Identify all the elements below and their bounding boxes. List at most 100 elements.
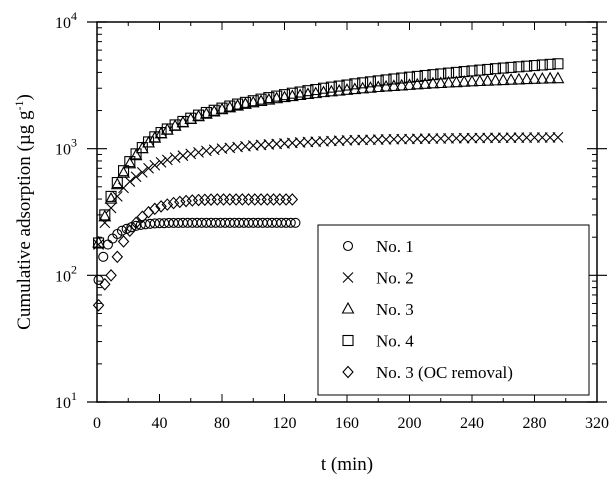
data-point-square [333,80,345,92]
x-tick-label: 120 [273,415,297,432]
data-point-cross [544,132,556,143]
data-point-square [124,156,136,168]
data-point-cross [310,136,322,148]
data-point-cross [552,132,564,143]
data-point-diamond [236,193,249,206]
data-point-square [466,65,478,77]
data-point-square [149,131,161,143]
data-point-cross [143,162,154,174]
data-point-diamond [142,205,155,219]
data-point-square [357,77,369,89]
data-point-square [482,63,494,76]
data-point-diamond [274,193,286,206]
data-point-square [169,119,181,131]
data-point-triangle [135,141,149,154]
y-tick-label: 101 [55,389,77,412]
data-point-diamond [130,216,142,230]
data-point-cross [325,135,337,147]
data-point-diamond [211,193,224,206]
data-point-diamond [192,193,205,207]
data-point-cross [161,154,173,166]
series-circle [93,217,301,285]
data-point-cross [404,133,415,145]
x-tick-label: 0 [93,415,101,432]
series-diamond [92,193,299,312]
x-tick-label: 240 [460,415,484,432]
data-point-square [349,78,361,90]
data-point-square [310,83,322,96]
data-point-triangle [418,77,432,89]
data-point-triangle [403,78,416,90]
legend-label: No. 3 (OC removal) [376,363,513,382]
data-point-triangle [426,76,440,89]
data-point-cross [513,132,525,144]
data-point-square [136,142,148,154]
data-point-triangle [543,71,557,84]
data-point-square [111,177,123,189]
data-point-cross [302,136,314,148]
data-point-triangle [504,73,518,85]
y-tick-label: 104 [55,9,77,32]
data-point-cross [466,132,478,144]
data-point-triangle [92,235,105,248]
data-point-triangle [395,78,409,91]
data-point-triangle [129,148,143,161]
data-point-triangle [442,75,455,88]
data-point-cross [396,133,408,145]
data-point-triangle [551,71,565,84]
data-point-cross [411,133,423,145]
data-point-square [130,148,142,160]
legend-marker-square [342,334,354,347]
x-tick-label: 160 [335,415,359,432]
data-point-triangle [512,72,526,85]
data-point-diamond [167,196,180,210]
data-point-cross [443,132,454,144]
data-point-circle [93,274,104,285]
data-point-square [427,69,439,81]
data-point-square [489,63,501,75]
data-point-square [185,112,197,124]
data-point-square [497,62,509,74]
data-point-diamond [161,198,174,211]
data-point-triangle [410,77,424,90]
series-square [93,58,564,249]
data-point-cross [349,134,361,146]
data-point-square [118,165,130,177]
legend-item: No. 2 [342,269,414,288]
data-point-diamond [199,193,211,207]
x-tick-label: 280 [523,415,547,432]
data-point-cross [505,132,517,144]
data-point-diamond [224,193,236,206]
legend-box [317,224,590,396]
data-point-cross [474,132,486,144]
data-point-square [536,59,548,71]
y-tick-label: 102 [55,262,77,285]
legend-label: No. 2 [376,269,414,288]
data-point-square [208,104,220,116]
data-point-diamond [124,224,136,238]
data-point-triangle [123,156,137,169]
data-point-square [435,68,447,80]
data-point-triangle [481,74,495,86]
data-point-cross [169,152,181,163]
data-point-cross [130,171,142,183]
legend: No. 1 No. 2 No. 3 No. 4 No. 3 (OC removal) [317,224,590,396]
data-point-cross [136,166,148,178]
data-point-diamond [217,193,230,206]
data-point-cross [372,134,384,145]
x-tick-label: 40 [152,415,168,432]
data-point-diamond [267,193,280,206]
data-markers [92,58,565,312]
data-point-square [271,90,283,102]
data-point-square [411,70,423,82]
data-point-square [155,127,167,139]
legend-label: No. 1 [376,237,414,256]
data-point-diamond [111,250,124,264]
data-point-triangle [473,74,487,87]
data-point-cross [450,132,462,144]
data-point-cross [427,133,439,144]
data-point-diamond [117,235,130,248]
x-tick-label: 80 [214,415,230,432]
data-point-cross [99,217,111,229]
data-point-square [443,67,455,79]
